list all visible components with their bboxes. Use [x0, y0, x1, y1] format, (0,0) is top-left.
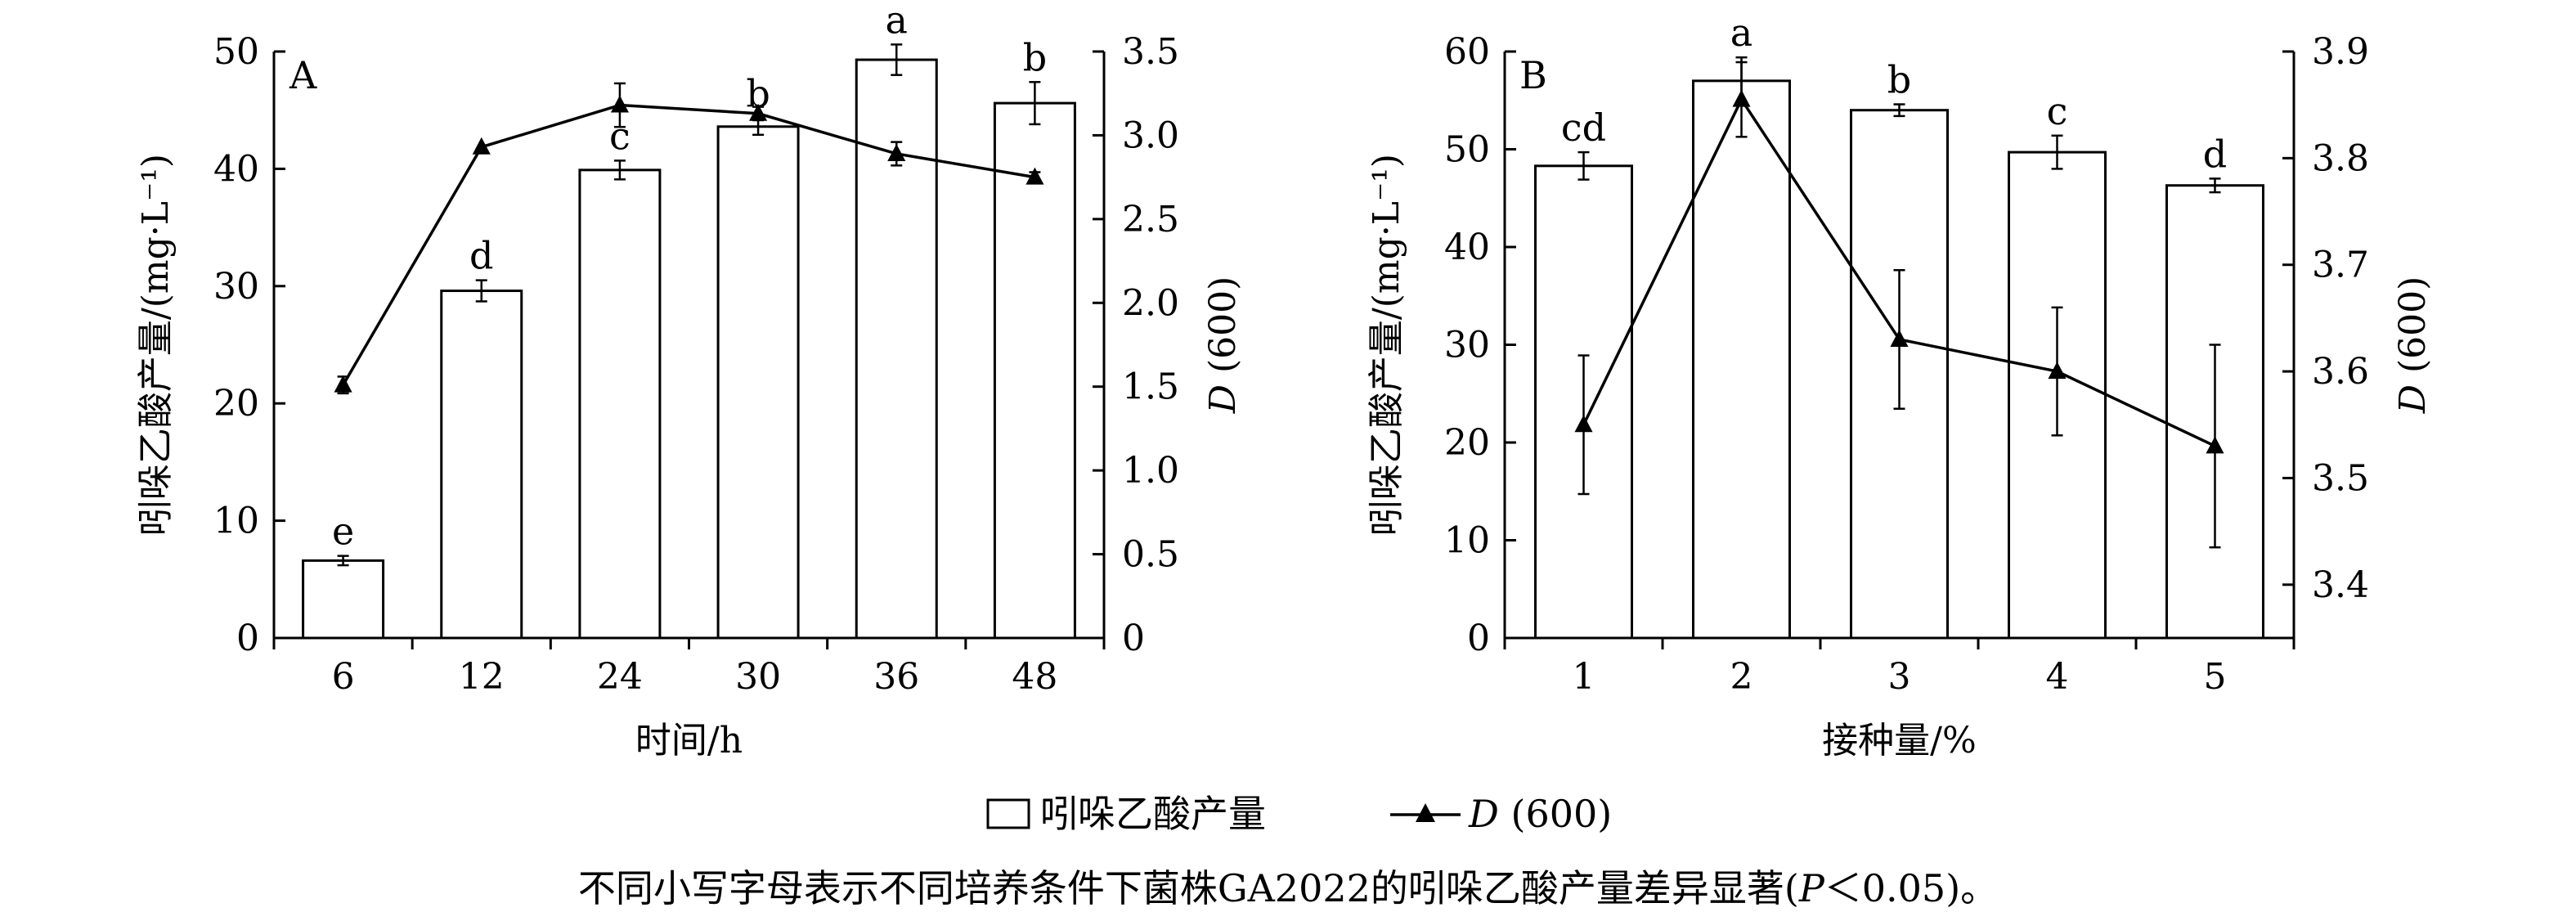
legend-line-label-italic: D [1468, 792, 1499, 836]
a-y2-tick-label-3.5: 3.5 [1122, 31, 1179, 73]
a-significance-label-48: b [1023, 35, 1047, 79]
a-x-tick-label-48: 48 [1012, 656, 1057, 698]
b-x-axis-title: 接种量/% [1822, 720, 1977, 762]
b-od600-point-5 [2206, 436, 2224, 454]
legend: 吲哚乙酸产量 D (600) [986, 792, 1612, 836]
panel-a-chart: edcbab0102030405000.51.01.52.02.53.03.56… [135, 0, 1244, 762]
a-y2-tick-label-1.0: 1.0 [1122, 450, 1179, 492]
b-od600-point-3 [1890, 329, 1909, 347]
b-y2-axis-title-italic: D [2392, 384, 2434, 414]
caption-text-before: 不同小写字母表示不同培养条件下菌株GA2022的吲哚乙酸产量差异显著( [578, 866, 1799, 910]
legend-triangle-marker [1416, 803, 1435, 822]
b-significance-label-4: c [2047, 89, 2068, 133]
a-y-tick-label-10: 10 [213, 501, 259, 542]
b-significance-label-2: a [1730, 11, 1752, 55]
a-x-tick-label-24: 24 [597, 656, 643, 698]
b-y-tick-label-40: 40 [1444, 227, 1490, 268]
a-significance-label-12: d [469, 234, 493, 278]
a-y-tick-label-50: 50 [213, 31, 259, 73]
b-y-tick-label-20: 20 [1444, 422, 1490, 464]
b-bar-2 [1692, 79, 1791, 640]
a-y-tick-label-20: 20 [213, 383, 259, 425]
a-y2-tick-label-2.0: 2.0 [1122, 282, 1179, 324]
a-x-tick-label-6: 6 [332, 656, 355, 698]
a-od600-point-36 [887, 143, 906, 161]
b-y-tick-label-30: 30 [1444, 325, 1490, 366]
b-x-tick-label-1: 1 [1573, 656, 1595, 698]
b-x-tick-label-3: 3 [1888, 656, 1911, 698]
figure-caption: 不同小写字母表示不同培养条件下菌株GA2022的吲哚乙酸产量差异显著(P＜0.0… [578, 866, 1998, 910]
b-y-axis-title: 吲哚乙酸产量/(mg·L⁻¹) [1366, 154, 1407, 536]
b-y2-tick-label-3.6: 3.6 [2312, 351, 2369, 393]
a-x-tick-label-30: 30 [735, 656, 781, 698]
b-y2-tick-label-3.7: 3.7 [2312, 245, 2369, 286]
a-bar-6 [302, 559, 385, 640]
a-y-tick-label-0: 0 [236, 618, 259, 659]
b-y2-tick-label-3.4: 3.4 [2312, 564, 2369, 606]
a-od600-point-12 [472, 137, 491, 155]
b-od600-point-4 [2048, 362, 2067, 380]
a-bar-24 [578, 168, 662, 640]
b-od600-point-1 [1574, 415, 1593, 433]
legend-line-label: D (600) [1468, 792, 1612, 836]
legend-line-label-rest: (600) [1499, 792, 1612, 836]
a-od600-point-6 [334, 375, 352, 393]
b-significance-label-5: d [2203, 132, 2227, 176]
a-y2-axis-title: D (600) [1202, 276, 1244, 415]
a-od600-point-24 [610, 95, 629, 113]
b-y-tick-label-60: 60 [1444, 31, 1490, 73]
b-significance-label-3: b [1887, 58, 1911, 102]
a-y2-axis-title-italic: D [1202, 384, 1244, 414]
b-y2-tick-label-3.9: 3.9 [2312, 31, 2369, 73]
b-x-tick-label-5: 5 [2204, 656, 2227, 698]
a-x-tick-label-12: 12 [459, 656, 505, 698]
a-y2-axis-title-rest: (600) [1202, 276, 1244, 384]
a-y2-tick-label-3.0: 3.0 [1122, 115, 1179, 156]
a-bar-12 [440, 290, 523, 640]
a-x-axis-title: 时间/h [635, 720, 743, 762]
b-od600-point-2 [1732, 89, 1751, 107]
a-y-tick-label-40: 40 [213, 148, 259, 190]
a-y2-tick-label-0: 0 [1122, 618, 1145, 659]
b-significance-label-1: cd [1561, 106, 1606, 150]
b-y2-tick-label-3.8: 3.8 [2312, 137, 2369, 179]
b-y-tick-label-50: 50 [1444, 129, 1490, 171]
b-y2-axis-title: D (600) [2392, 276, 2434, 415]
a-bar-48 [993, 101, 1076, 640]
a-y2-tick-label-1.5: 1.5 [1122, 366, 1179, 408]
a-significance-label-6: e [332, 510, 354, 554]
a-od600-point-48 [1025, 167, 1044, 185]
b-x-tick-label-2: 2 [1730, 656, 1753, 698]
a-od600-point-30 [749, 103, 768, 121]
b-y2-tick-label-3.5: 3.5 [2312, 457, 2369, 499]
b-y-tick-label-0: 0 [1467, 618, 1490, 659]
caption-italic-p: P [1798, 866, 1825, 910]
a-y-tick-label-30: 30 [213, 266, 259, 308]
b-panel-label: B [1519, 53, 1547, 97]
a-od600-line [342, 103, 1035, 386]
a-y2-tick-label-2.5: 2.5 [1122, 199, 1179, 240]
b-y2-axis-title-rest: (600) [2392, 276, 2434, 384]
a-panel-label: A [289, 53, 317, 97]
a-bar-30 [716, 125, 800, 640]
legend-bar-label: 吲哚乙酸产量 [1040, 792, 1266, 836]
a-x-tick-label-36: 36 [873, 656, 919, 698]
b-x-tick-label-4: 4 [2046, 656, 2069, 698]
a-significance-label-36: a [886, 0, 908, 42]
a-y2-tick-label-0.5: 0.5 [1122, 534, 1179, 576]
a-y-axis-title: 吲哚乙酸产量/(mg·L⁻¹) [135, 154, 177, 536]
b-y-tick-label-10: 10 [1444, 520, 1490, 562]
legend-bar-swatch [986, 798, 1030, 829]
caption-text-after: ＜0.05)。 [1824, 866, 1998, 910]
